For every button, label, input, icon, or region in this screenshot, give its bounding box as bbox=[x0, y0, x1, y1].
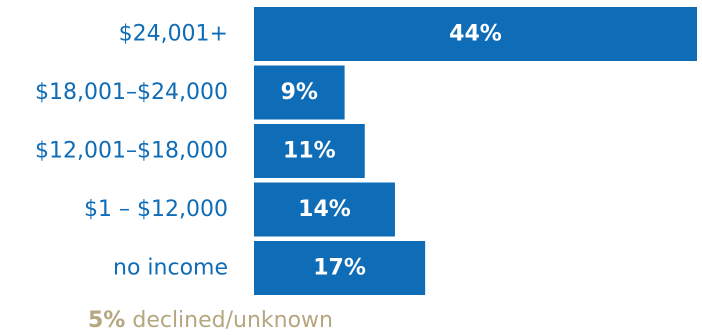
footnote-value: 5% bbox=[88, 308, 126, 333]
category-label-1: $18,001–$24,000 bbox=[35, 80, 228, 105]
category-label-2: $12,001–$18,000 bbox=[35, 139, 228, 164]
footnote-text: declined/unknown bbox=[125, 308, 333, 333]
bar-0 bbox=[254, 7, 697, 61]
data-label-4: 17% bbox=[313, 256, 366, 281]
data-label-2: 11% bbox=[283, 139, 336, 164]
footnote: 5% declined/unknown bbox=[88, 308, 333, 334]
data-label-1: 9% bbox=[281, 80, 318, 105]
data-label-3: 14% bbox=[298, 197, 351, 222]
bar-1 bbox=[254, 65, 345, 120]
category-label-4: no income bbox=[113, 256, 228, 281]
bar-4 bbox=[254, 241, 426, 295]
category-label-3: $1 – $12,000 bbox=[84, 197, 228, 222]
bar-3 bbox=[254, 182, 395, 237]
data-label-0: 44% bbox=[449, 22, 502, 47]
bar-2 bbox=[254, 124, 365, 178]
category-label-0: $24,001+ bbox=[119, 22, 228, 47]
